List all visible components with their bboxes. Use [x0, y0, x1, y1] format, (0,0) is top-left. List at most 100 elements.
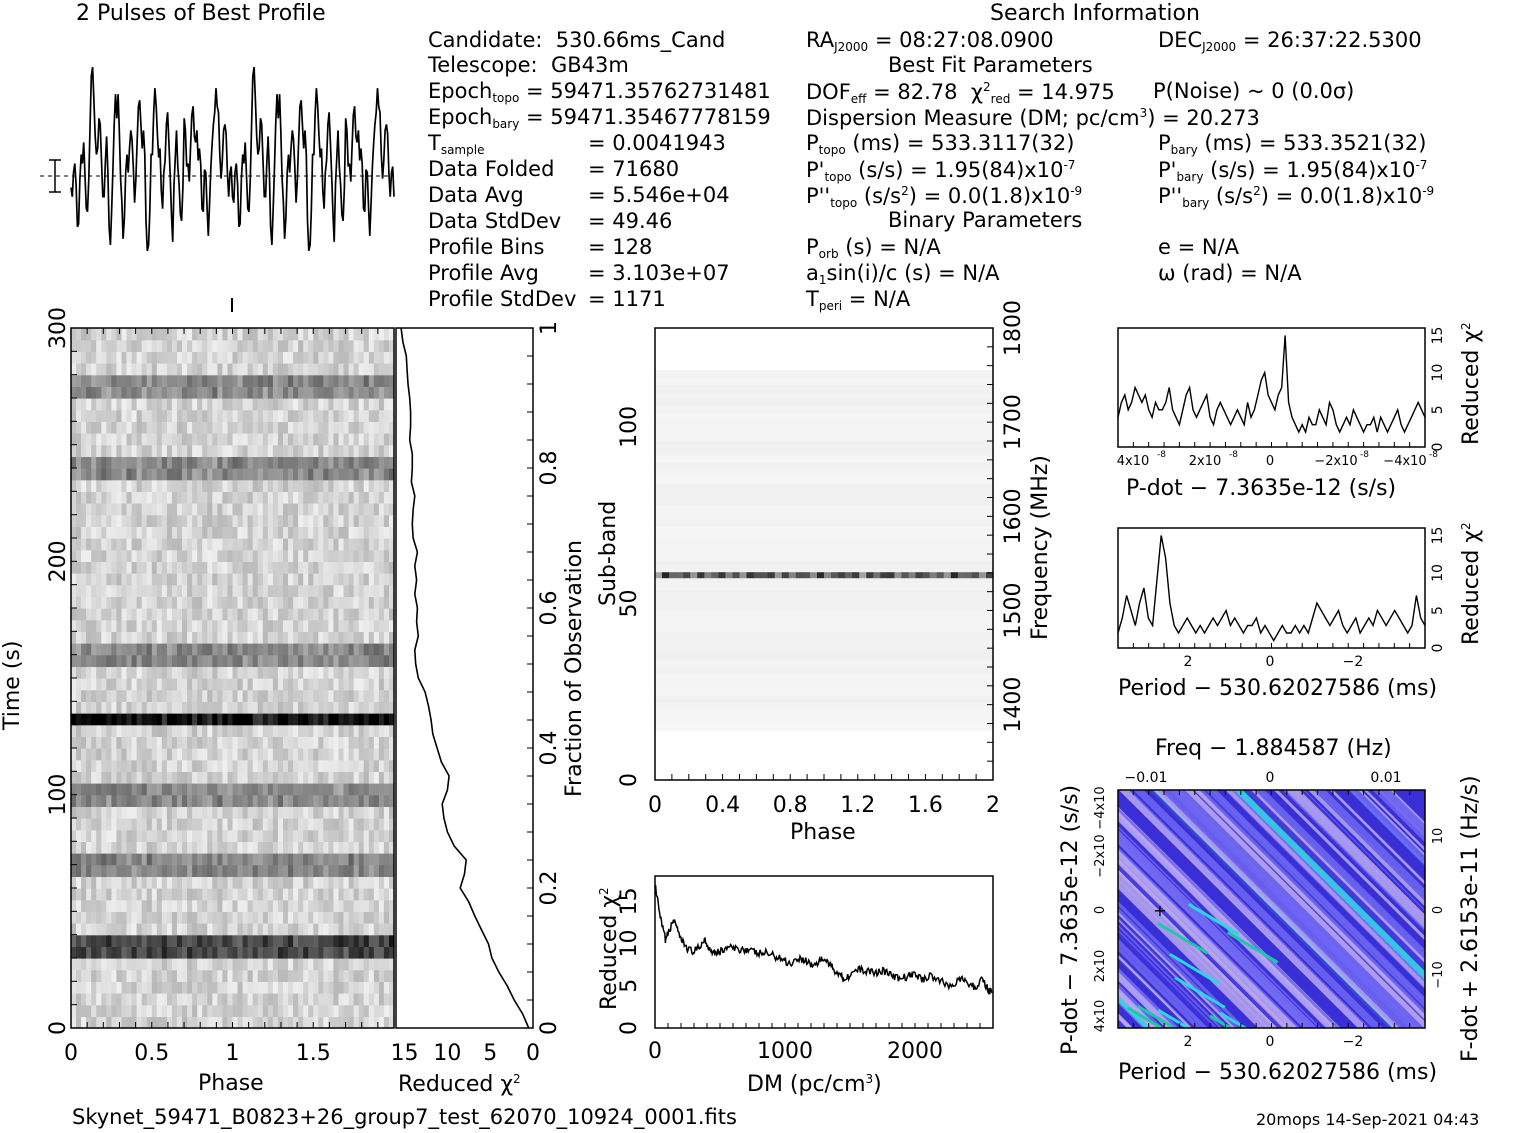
tp-cell — [131, 468, 138, 481]
tp-cell — [161, 783, 168, 796]
tp-cell — [318, 701, 324, 714]
tp-cell — [257, 549, 264, 562]
tp-cell — [343, 421, 350, 434]
tp-cell — [197, 643, 203, 656]
tp-cell — [318, 514, 324, 527]
tp-cell — [313, 619, 319, 632]
tp-cell — [121, 363, 128, 376]
tp-cell — [333, 783, 339, 796]
tp-cell — [106, 923, 112, 936]
tp-cell — [298, 748, 304, 761]
tp-cell — [141, 654, 148, 667]
tp-cell — [76, 468, 82, 481]
tp-cell — [151, 363, 158, 376]
sp-band — [655, 441, 993, 449]
tp-cell — [232, 689, 239, 702]
tp-cell — [217, 701, 223, 714]
tp-cell — [187, 1016, 193, 1029]
tp-cell — [353, 771, 360, 784]
tp-cell — [242, 888, 249, 901]
tp-cell — [116, 573, 122, 586]
tp-cell — [86, 841, 92, 854]
tp-cell — [257, 573, 264, 586]
tp-cell — [232, 491, 239, 504]
sp-signal — [950, 572, 959, 579]
tp-cell — [151, 829, 158, 842]
tp-cell — [267, 829, 274, 842]
tp-cell — [71, 724, 77, 737]
pp-streak — [1133, 790, 1383, 1028]
tp-cell — [363, 363, 370, 376]
tp-cell — [81, 958, 87, 971]
tp-cell — [363, 748, 370, 761]
tp-cell — [86, 958, 92, 971]
tp-cell — [318, 678, 324, 691]
tp-cell — [383, 643, 390, 656]
tp-cell — [222, 783, 228, 796]
tp-cell — [237, 549, 244, 562]
pc-xtick: 2 — [1184, 654, 1193, 670]
tp-cell — [242, 538, 249, 551]
dm-ytick: 5 — [617, 979, 642, 993]
tp-cell — [161, 398, 168, 411]
tp-cell — [298, 841, 304, 854]
tp-cell — [262, 374, 269, 387]
pp-streak — [1118, 859, 1288, 1028]
tp-cell — [197, 993, 203, 1006]
tp-cell — [242, 421, 249, 434]
tp-cell — [262, 736, 269, 749]
tp-cell — [131, 806, 138, 819]
tp-cell — [182, 363, 188, 376]
tp-cell — [353, 619, 360, 632]
tp-cell — [101, 713, 107, 726]
tp-cell — [161, 794, 168, 807]
tp-cell — [252, 829, 259, 842]
sp-band — [655, 667, 993, 675]
tp-cell — [318, 736, 324, 749]
tp-cell — [252, 759, 259, 772]
tp-cell — [318, 468, 324, 481]
tp-cell — [161, 946, 168, 959]
tp-cell — [288, 538, 294, 551]
tp-cell — [272, 339, 279, 352]
tp-cell — [333, 444, 339, 457]
tp-cell — [267, 864, 274, 877]
tp-cell — [126, 631, 133, 644]
tp-cell — [161, 468, 168, 481]
tp-cell — [247, 853, 254, 866]
tp-cell — [86, 923, 92, 936]
tp-cell — [277, 479, 284, 492]
tp-cell — [136, 829, 143, 842]
tp-cell — [288, 549, 294, 562]
tp-cell — [212, 666, 218, 679]
tp-cell — [373, 783, 380, 796]
tp-cell — [96, 876, 102, 889]
tp-cell — [247, 596, 254, 609]
tp-cell — [197, 759, 203, 772]
tp-cell — [308, 351, 314, 364]
tp-cell — [267, 479, 274, 492]
tp-cell — [298, 573, 304, 586]
tp-cell — [136, 946, 143, 959]
tp-cell — [288, 969, 294, 982]
tp-cell — [389, 339, 395, 352]
tp-cell — [262, 1004, 269, 1017]
tp-cell — [111, 934, 117, 947]
tp-cell — [71, 713, 77, 726]
sp-signal — [986, 572, 994, 579]
tp-cell — [368, 561, 375, 574]
tp-cell — [71, 911, 77, 924]
tp-cell — [161, 514, 168, 527]
tp-cell — [141, 584, 148, 597]
tp-cell — [166, 468, 173, 481]
tp-cell — [333, 911, 339, 924]
tp-cell — [293, 479, 299, 492]
tp-cell — [111, 643, 117, 656]
tp-cell — [267, 328, 274, 341]
tp-cell — [187, 969, 193, 982]
tp-cell — [358, 806, 365, 819]
tp-cell — [257, 1016, 264, 1029]
tp-cell — [283, 363, 289, 376]
tp-cell — [277, 934, 284, 947]
tp-cell — [166, 584, 173, 597]
